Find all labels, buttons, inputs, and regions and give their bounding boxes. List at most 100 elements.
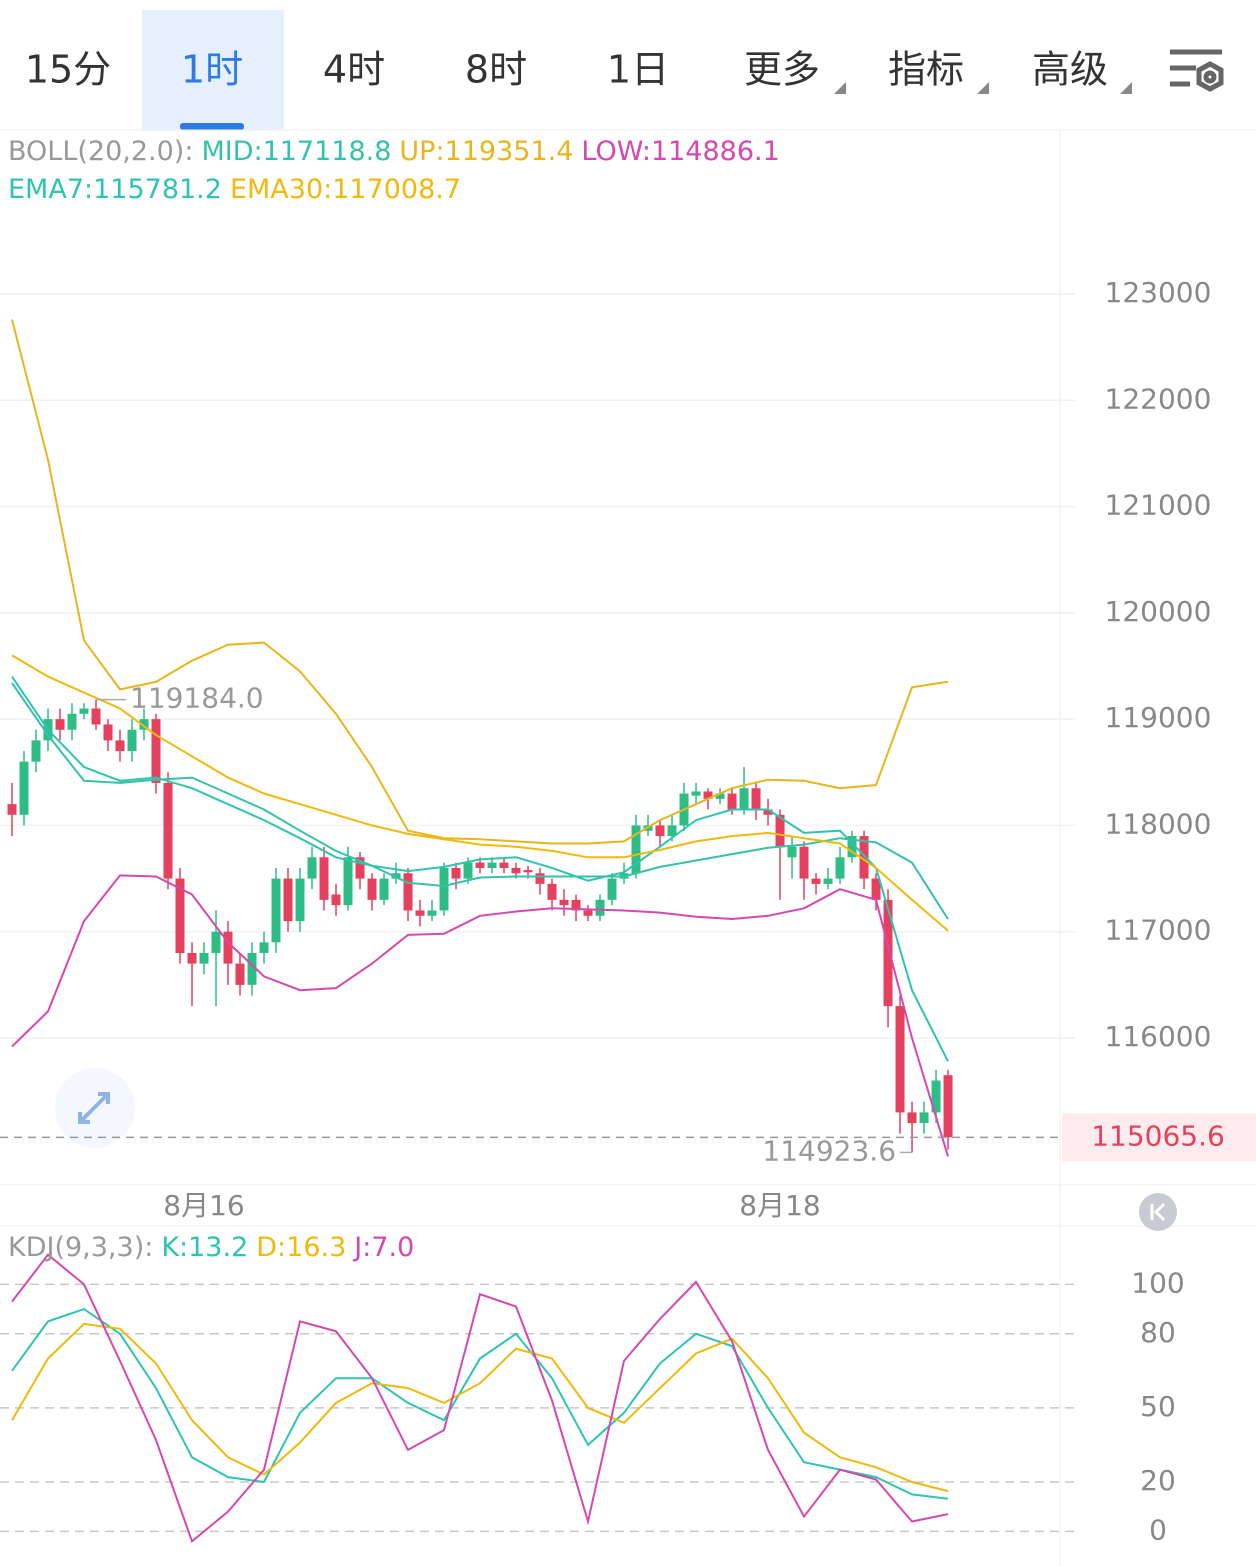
- candle-body: [775, 814, 785, 847]
- tab[interactable]: 8时: [465, 48, 527, 92]
- candle-body: [247, 952, 257, 985]
- y-tick-label: 116000: [1105, 1020, 1212, 1053]
- candle-body: [475, 862, 485, 868]
- candle-body: [319, 857, 329, 900]
- candle-body: [547, 883, 557, 900]
- x-tick-label: 8月16: [163, 1189, 244, 1222]
- candle-body: [199, 952, 209, 964]
- indicator-label: BOLL(20,2.0):: [8, 136, 193, 167]
- candle-body: [787, 846, 797, 858]
- candle-body: [523, 870, 533, 873]
- dropdown-icon: [1120, 82, 1132, 94]
- indicator-line: [11, 682, 949, 920]
- tab[interactable]: 4时: [323, 48, 385, 92]
- candle-body: [295, 878, 305, 922]
- tab-bar: 15分 1时 4时 8时 1日 更多 指标 高级: [25, 10, 1108, 130]
- indicator-legend: KDJ(9,3,3): K:13.2 D:16.3 J:7.0: [8, 1232, 414, 1263]
- candle-body: [655, 825, 665, 837]
- candle-body: [19, 761, 29, 815]
- indicator-legend: EMA7:115781.2 EMA30:117008.7: [8, 174, 461, 205]
- indicator-line: [11, 874, 949, 1157]
- candle-body: [859, 836, 869, 879]
- candle-body: [751, 788, 761, 810]
- y-tick-label: 20: [1140, 1464, 1176, 1497]
- candle-body: [607, 878, 617, 900]
- indicator-line: [11, 654, 949, 932]
- candle-body: [487, 862, 497, 868]
- candle-body: [331, 894, 341, 906]
- indicator-legend: BOLL(20,2.0): MID:117118.8 UP:119351.4 LOW:…: [8, 136, 780, 167]
- dropdown-icon: [834, 82, 846, 94]
- high-label: 119184.0: [130, 682, 264, 715]
- tab[interactable]: 高级: [1032, 48, 1108, 92]
- x-tick-label: 8月18: [739, 1189, 820, 1222]
- candle-body: [115, 740, 125, 752]
- indicator-label: KDJ(9,3,3):: [8, 1232, 153, 1263]
- tab[interactable]: 1日: [607, 48, 669, 92]
- tab[interactable]: 15分: [25, 48, 111, 92]
- candle-body: [583, 910, 593, 916]
- candle-body: [511, 867, 521, 874]
- candle-body: [151, 719, 161, 783]
- candle-body: [943, 1075, 953, 1138]
- y-tick-label: 0: [1149, 1513, 1167, 1546]
- candle-body: [67, 713, 77, 730]
- candle-body: [499, 862, 509, 868]
- scroll-latest-button[interactable]: [1139, 1193, 1177, 1231]
- dropdown-icon: [977, 82, 989, 94]
- low-label: 114923.6: [762, 1134, 896, 1167]
- candle-body: [463, 862, 473, 879]
- candle-body: [919, 1112, 929, 1124]
- tab[interactable]: 1时: [181, 48, 243, 92]
- candle-body: [175, 878, 185, 953]
- candle-body: [163, 782, 173, 879]
- candle-body: [931, 1080, 941, 1113]
- candle-body: [559, 899, 569, 906]
- candle-body: [79, 708, 89, 714]
- candle-body: [763, 809, 773, 815]
- series-line: [11, 1322, 949, 1493]
- candle-body: [403, 873, 413, 911]
- candle-body: [379, 878, 389, 900]
- legend-entry: LOW:114886.1: [581, 136, 779, 167]
- candle-body: [631, 825, 641, 874]
- indicator-line: [11, 676, 949, 1062]
- candle-body: [343, 857, 353, 906]
- candle-body: [667, 825, 677, 837]
- candle-body: [811, 878, 821, 884]
- y-tick-label: 119000: [1105, 701, 1212, 734]
- candle-body: [355, 857, 365, 879]
- candle-body: [571, 899, 581, 911]
- tab[interactable]: 更多: [744, 48, 820, 92]
- series-line: [11, 1253, 949, 1543]
- candle-body: [307, 857, 317, 879]
- candle-body: [211, 931, 221, 953]
- candle-body: [703, 791, 713, 799]
- candle-body: [415, 910, 425, 916]
- candle-body: [535, 873, 545, 884]
- series-line: [11, 1307, 949, 1500]
- candle-body: [367, 878, 377, 900]
- candle-body: [271, 878, 281, 943]
- candle-body: [55, 719, 65, 730]
- last-price-tag: [1062, 1113, 1256, 1162]
- candle-body: [91, 708, 101, 725]
- settings-icon[interactable]: [1170, 49, 1224, 92]
- candle-body: [127, 729, 137, 752]
- candle-body: [907, 1112, 917, 1124]
- tab[interactable]: 指标: [888, 48, 964, 92]
- expand-button[interactable]: [55, 1068, 135, 1148]
- candle-body: [739, 788, 749, 810]
- candle-body: [259, 942, 269, 953]
- y-tick-label: 122000: [1105, 382, 1212, 415]
- candle-body: [595, 899, 605, 916]
- tab-indicator: [180, 123, 244, 130]
- legend-entry: K:13.2: [161, 1232, 248, 1263]
- y-tick-label: 118000: [1105, 807, 1212, 840]
- candle-body: [439, 867, 449, 911]
- y-tick-label: 100: [1131, 1266, 1184, 1299]
- candle-body: [103, 724, 113, 741]
